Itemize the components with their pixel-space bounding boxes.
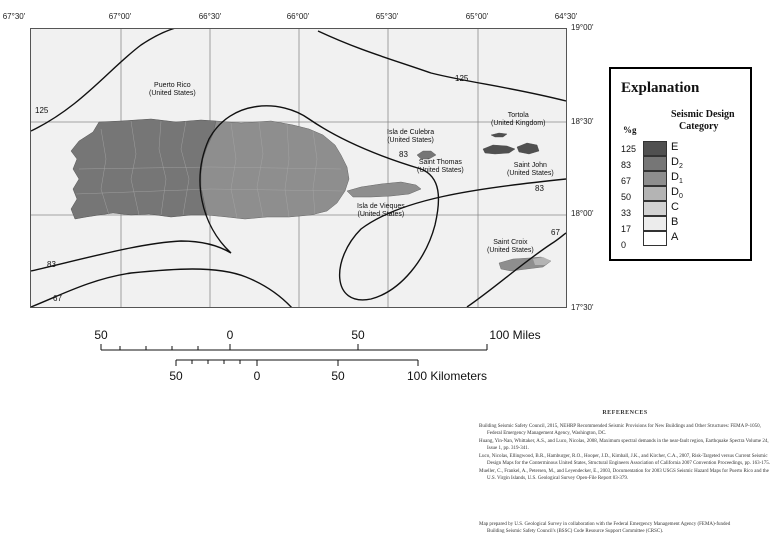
map-area: 125 125 83 83 83 67 67 Puerto Rico (Unite… [30,28,567,308]
latitude-label: 17°30' [571,303,594,312]
latitude-label: 19°00' [571,23,594,32]
saint-thomas-island [482,144,516,155]
contour-label: 125 [35,106,49,115]
vieques-island [346,181,422,198]
swatch-d0 [643,186,667,201]
swatch-b [643,216,667,231]
category-label: B [671,216,679,228]
longitude-label: 66°00' [286,12,310,21]
place-saint-john: Saint John (United States) [507,162,554,177]
scale-miles-label: 0 [226,328,234,342]
threshold-label: 67 [621,176,632,186]
longitude-label: 67°00' [108,12,132,21]
place-vieques: Isla de Vieques (United States) [357,203,405,218]
tortola-island [490,132,508,138]
contour-67-right [466,232,566,307]
scale-miles-label: 50 [94,328,108,342]
scale-km-label: 50 [331,369,345,383]
contour-label: 67 [551,228,560,237]
saint-croix-east-d0 [533,257,551,265]
municipal-boundaries [75,120,344,219]
swatch-d1 [643,171,667,186]
scale-miles-label: 50 [351,328,365,342]
contour-label: 83 [535,184,544,193]
contour-label: 83 [47,260,56,269]
reference-item: Huang, Yin-Nan, Whittaker, A.S., and Luc… [479,439,769,451]
reference-item: Luco, Nicolas, Ellingwood, B.R., Hamburg… [479,454,771,466]
contour-125-left [31,29,175,132]
contour-83-main [31,105,566,301]
longitude-label: 64°30' [554,12,578,21]
category-label: D2 [671,156,683,171]
latitude-label: 18°30' [571,117,594,126]
threshold-label: 33 [621,208,632,218]
threshold-label: 17 [621,224,632,234]
threshold-label: 125 [621,144,637,154]
legend-unit: %g [623,125,637,135]
legend-subtitle: Seismic Design Category [671,109,735,132]
reference-item: Building Seismic Safety Council, 2015, N… [479,424,761,436]
swatch-c [643,201,667,216]
category-label: D0 [671,186,683,201]
threshold-label: 83 [621,160,632,170]
category-label: C [671,201,679,213]
reference-item: Mueller, C., Frankel, A., Petersen, M., … [479,469,769,481]
map-credit: Map prepared by U.S. Geological Survey i… [479,522,731,534]
contour-67-left [31,268,293,307]
contour-label: 83 [399,150,408,159]
culebra-island [416,150,437,160]
contour-lines [31,29,566,307]
legend-title: Explanation [621,80,700,96]
place-culebra: Isla de Culebra (United States) [387,129,435,144]
place-saint-thomas: Saint Thomas (United States) [417,159,464,174]
puerto-rico-east-d1 [200,120,350,220]
map-canvas: 125 125 83 83 83 67 67 [31,29,566,307]
scale-km-label: 50 [169,369,183,383]
scale-km-label: 100 Kilometers [406,369,488,383]
scale-bar: 50 0 50 100 Miles 50 0 50 100 Kilometers [0,326,560,386]
scale-miles-label: 100 Miles [489,328,541,342]
longitude-label: 66°30' [198,12,222,21]
swatch-a [643,231,667,246]
contour-label: 125 [455,74,469,83]
contour-125-right [317,30,566,102]
place-saint-croix: Saint Croix (United States) [487,239,534,254]
category-label: E [671,141,679,153]
place-puerto-rico: Puerto Rico (United States) [149,82,196,97]
swatch-d2 [643,156,667,171]
scale-ruler [100,344,488,366]
longitude-label: 65°30' [375,12,399,21]
longitude-label: 65°00' [465,12,489,21]
scale-km-label: 0 [253,369,261,383]
category-label: A [671,231,679,243]
longitude-label: 67°30' [2,12,26,21]
references: REFERENCES Building Seismic Safety Counc… [479,410,771,483]
contour-label: 67 [53,294,62,303]
legend: Explanation Seismic Design Category %g E … [609,67,752,261]
threshold-label: 50 [621,192,632,202]
latitude-label: 18°00' [571,209,594,218]
category-label: D1 [671,171,683,186]
saint-john-island [516,142,540,155]
puerto-rico-west-d2 [70,118,217,220]
references-title: REFERENCES [602,410,648,416]
swatch-e [643,141,667,156]
place-tortola: Tortola (United Kingdom) [491,112,546,127]
threshold-label: 0 [621,240,627,250]
